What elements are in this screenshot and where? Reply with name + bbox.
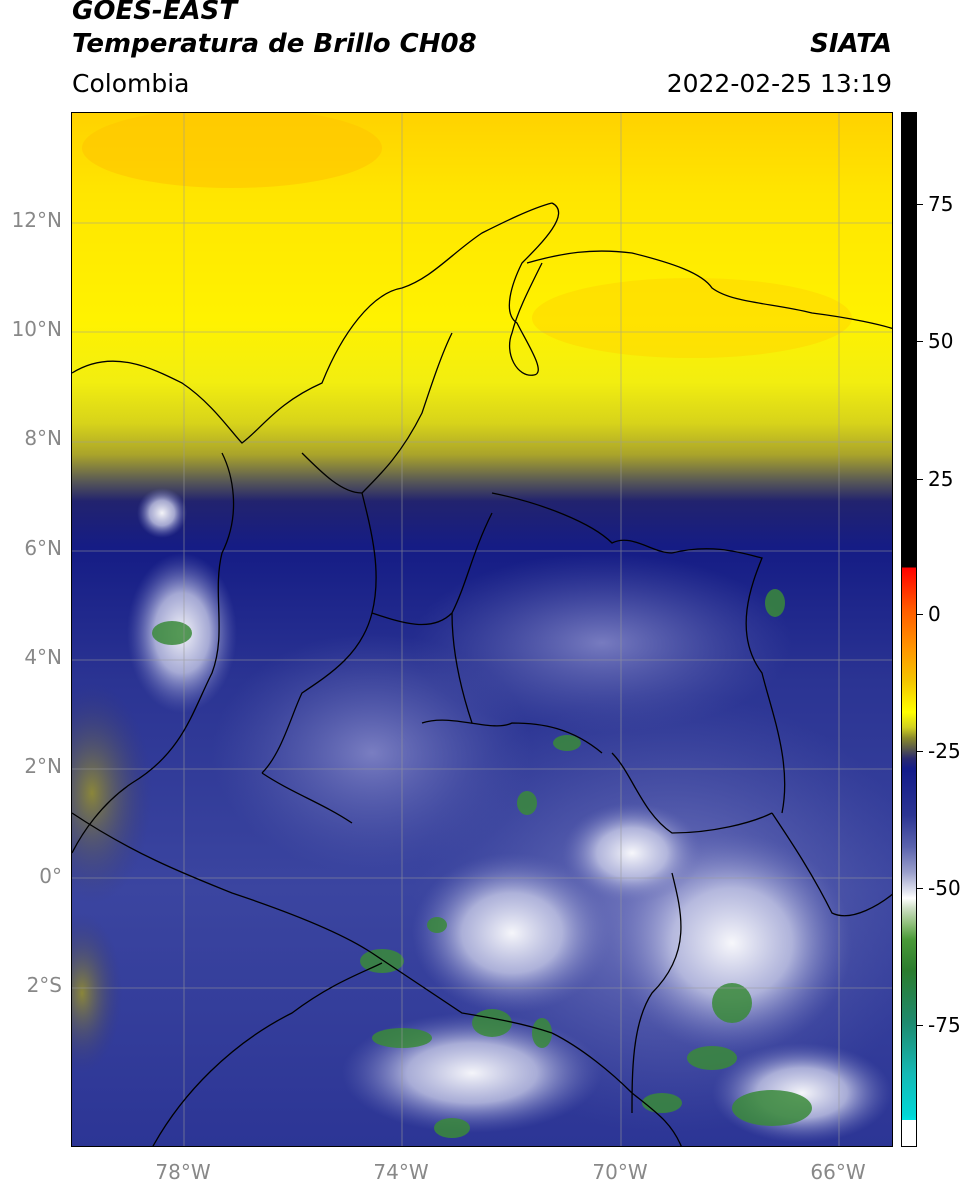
satellite-map[interactable] — [71, 112, 893, 1147]
source-label: SIATA — [810, 29, 892, 59]
map-canvas — [72, 113, 892, 1146]
lat-label-8n: 8°N — [24, 426, 62, 450]
colorbar-tick — [917, 751, 923, 752]
lon-label-70w: 70°W — [592, 1160, 648, 1184]
lon-label-78w: 78°W — [155, 1160, 211, 1184]
lat-label-2n: 2°N — [24, 754, 62, 778]
colorbar-tick — [917, 1025, 923, 1026]
colorbar-tick — [917, 341, 923, 342]
lon-label-74w: 74°W — [373, 1160, 429, 1184]
title-product: Temperatura de Brillo CH08 — [72, 29, 477, 59]
lat-label-12n: 12°N — [11, 208, 62, 232]
title-satellite: GOES-EAST — [72, 0, 238, 26]
colorbar-tick — [917, 204, 923, 205]
colorbar-label-minus25: -25 — [928, 739, 961, 763]
lat-label-10n: 10°N — [11, 317, 62, 341]
region-label: Colombia — [72, 69, 190, 98]
colorbar — [901, 112, 917, 1147]
lon-label-66w: 66°W — [810, 1160, 866, 1184]
colorbar-label-minus75: -75 — [928, 1013, 961, 1037]
colorbar-label-75: 75 — [928, 192, 954, 216]
colorbar-tick — [917, 614, 923, 615]
colorbar-label-minus50: -50 — [928, 876, 961, 900]
colorbar-tick — [917, 888, 923, 889]
colorbar-label-50: 50 — [928, 329, 954, 353]
lat-label-2s: 2°S — [26, 973, 62, 997]
colorbar-tick — [917, 479, 923, 480]
lat-label-6n: 6°N — [24, 536, 62, 560]
colorbar-label-25: 25 — [928, 467, 954, 491]
lat-label-4n: 4°N — [24, 645, 62, 669]
colorbar-label-0: 0 — [928, 602, 941, 626]
lat-label-0: 0° — [39, 864, 62, 888]
timestamp-label: 2022-02-25 13:19 — [666, 69, 892, 98]
